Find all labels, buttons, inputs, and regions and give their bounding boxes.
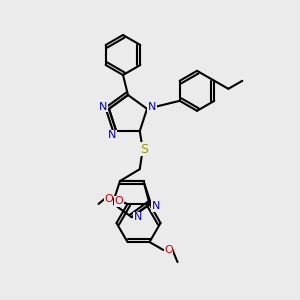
Text: N: N — [134, 212, 142, 222]
Text: S: S — [140, 143, 148, 156]
Text: N: N — [152, 201, 160, 212]
Text: O: O — [104, 194, 113, 204]
Text: N: N — [108, 130, 116, 140]
Text: O: O — [114, 196, 123, 206]
Text: N: N — [99, 102, 107, 112]
Text: O: O — [164, 245, 173, 255]
Text: N: N — [148, 102, 156, 112]
